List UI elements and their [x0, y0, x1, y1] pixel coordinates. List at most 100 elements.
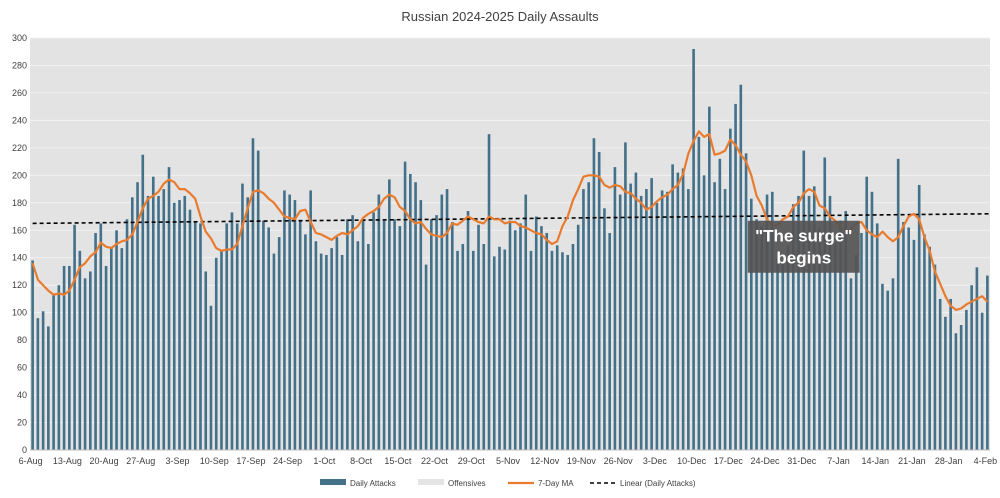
daily-attack-bar [556, 245, 559, 450]
x-tick-label: 28-Jan [935, 456, 963, 466]
x-tick-label: 19-Nov [567, 456, 597, 466]
daily-attack-bar [635, 173, 638, 450]
daily-attack-bar [566, 255, 569, 450]
daily-attack-bar [430, 219, 433, 450]
daily-attack-bar [593, 138, 596, 450]
daily-attack-bar [577, 225, 580, 450]
daily-attack-bar [949, 299, 952, 450]
x-tick-label: 6-Aug [19, 456, 43, 466]
daily-attack-bar [37, 318, 40, 450]
daily-attack-bar [467, 211, 470, 450]
x-tick-label: 17-Sep [236, 456, 265, 466]
daily-attack-bar [220, 249, 223, 450]
daily-attack-bar [246, 197, 249, 450]
y-tick-label: 140 [12, 253, 27, 263]
daily-attack-bar [519, 223, 522, 450]
annotation-text: "The surge" [755, 227, 852, 246]
daily-attack-bar [640, 196, 643, 450]
x-tick-label: 24-Sep [273, 456, 302, 466]
daily-attack-bar [477, 225, 480, 450]
daily-attack-bar [126, 219, 129, 450]
daily-attack-bar [514, 230, 517, 450]
y-tick-label: 300 [12, 33, 27, 43]
daily-attack-bar [608, 233, 611, 450]
daily-attack-bar [399, 226, 402, 450]
daily-attack-bar [928, 247, 931, 450]
daily-attack-bar [976, 267, 979, 450]
daily-attack-bar [666, 192, 669, 450]
legend-swatch [418, 479, 444, 485]
daily-attack-bar [614, 167, 617, 450]
daily-attack-bar [551, 251, 554, 450]
legend-label: Daily Attacks [350, 479, 396, 488]
daily-attack-bar [587, 182, 590, 450]
daily-attack-bar [325, 255, 328, 450]
daily-attack-bar [682, 168, 685, 450]
daily-attack-bar [482, 244, 485, 450]
daily-attack-bar [262, 221, 265, 450]
daily-attack-bar [330, 248, 333, 450]
daily-attack-bar [503, 249, 506, 450]
daily-attack-bar [944, 317, 947, 450]
daily-attack-bar [677, 173, 680, 450]
daily-attack-bar [865, 177, 868, 450]
chart-title: Russian 2024-2025 Daily Assaults [401, 9, 599, 24]
y-tick-label: 20 [17, 418, 27, 428]
daily-attack-bar [561, 252, 564, 450]
daily-attack-bar [692, 49, 695, 450]
x-tick-label: 15-Oct [384, 456, 412, 466]
y-tick-label: 220 [12, 143, 27, 153]
annotation-text: begins [776, 249, 831, 268]
y-tick-label: 200 [12, 170, 27, 180]
daily-attack-bar [440, 195, 443, 450]
daily-attack-bar [661, 190, 664, 450]
daily-attack-bar [115, 230, 118, 450]
daily-attack-bar [902, 222, 905, 450]
daily-attack-bar [283, 190, 286, 450]
daily-attack-bar [100, 223, 103, 450]
x-tick-label: 22-Oct [421, 456, 449, 466]
daily-attack-bar [934, 265, 937, 450]
daily-attack-bar [509, 221, 512, 450]
daily-attack-bar [535, 217, 538, 450]
daily-attack-bar [939, 299, 942, 450]
daily-attack-bar [367, 244, 370, 450]
daily-attack-bar [141, 155, 144, 450]
daily-attack-bar [629, 184, 632, 450]
y-tick-label: 40 [17, 390, 27, 400]
y-tick-label: 180 [12, 198, 27, 208]
daily-attack-bar [383, 221, 386, 450]
daily-attack-bar [73, 225, 76, 450]
daily-attack-bar [530, 251, 533, 450]
daily-attack-bar [955, 333, 958, 450]
daily-attack-bar [199, 223, 202, 450]
daily-attack-bar [210, 306, 213, 450]
daily-attack-bar [341, 255, 344, 450]
daily-attack-bar [540, 226, 543, 450]
daily-attack-bar [598, 152, 601, 450]
daily-attack-bar [545, 233, 548, 450]
daily-attack-bar [897, 159, 900, 450]
chart: Russian 2024-2025 Daily Assaults 0204060… [0, 0, 1000, 498]
daily-attack-bar [787, 245, 790, 450]
y-tick-label: 280 [12, 60, 27, 70]
daily-attack-bar [881, 284, 884, 450]
daily-attack-bar [960, 325, 963, 450]
daily-attack-bar [173, 203, 176, 450]
daily-attack-bar [320, 254, 323, 450]
daily-attack-bar [745, 153, 748, 450]
daily-attack-bar [970, 285, 973, 450]
daily-attack-bar [965, 310, 968, 450]
daily-attack-bar [157, 196, 160, 450]
daily-attack-bar [876, 223, 879, 450]
daily-attack-bar [294, 200, 297, 450]
daily-attack-bar [498, 247, 501, 450]
daily-attack-bar [31, 260, 34, 450]
daily-attack-bar [425, 265, 428, 450]
daily-attack-bar [855, 255, 858, 450]
x-tick-label: 21-Jan [898, 456, 926, 466]
daily-attack-bar [624, 142, 627, 450]
daily-attack-bar [698, 137, 701, 450]
y-tick-label: 60 [17, 363, 27, 373]
daily-attack-bar [456, 251, 459, 450]
